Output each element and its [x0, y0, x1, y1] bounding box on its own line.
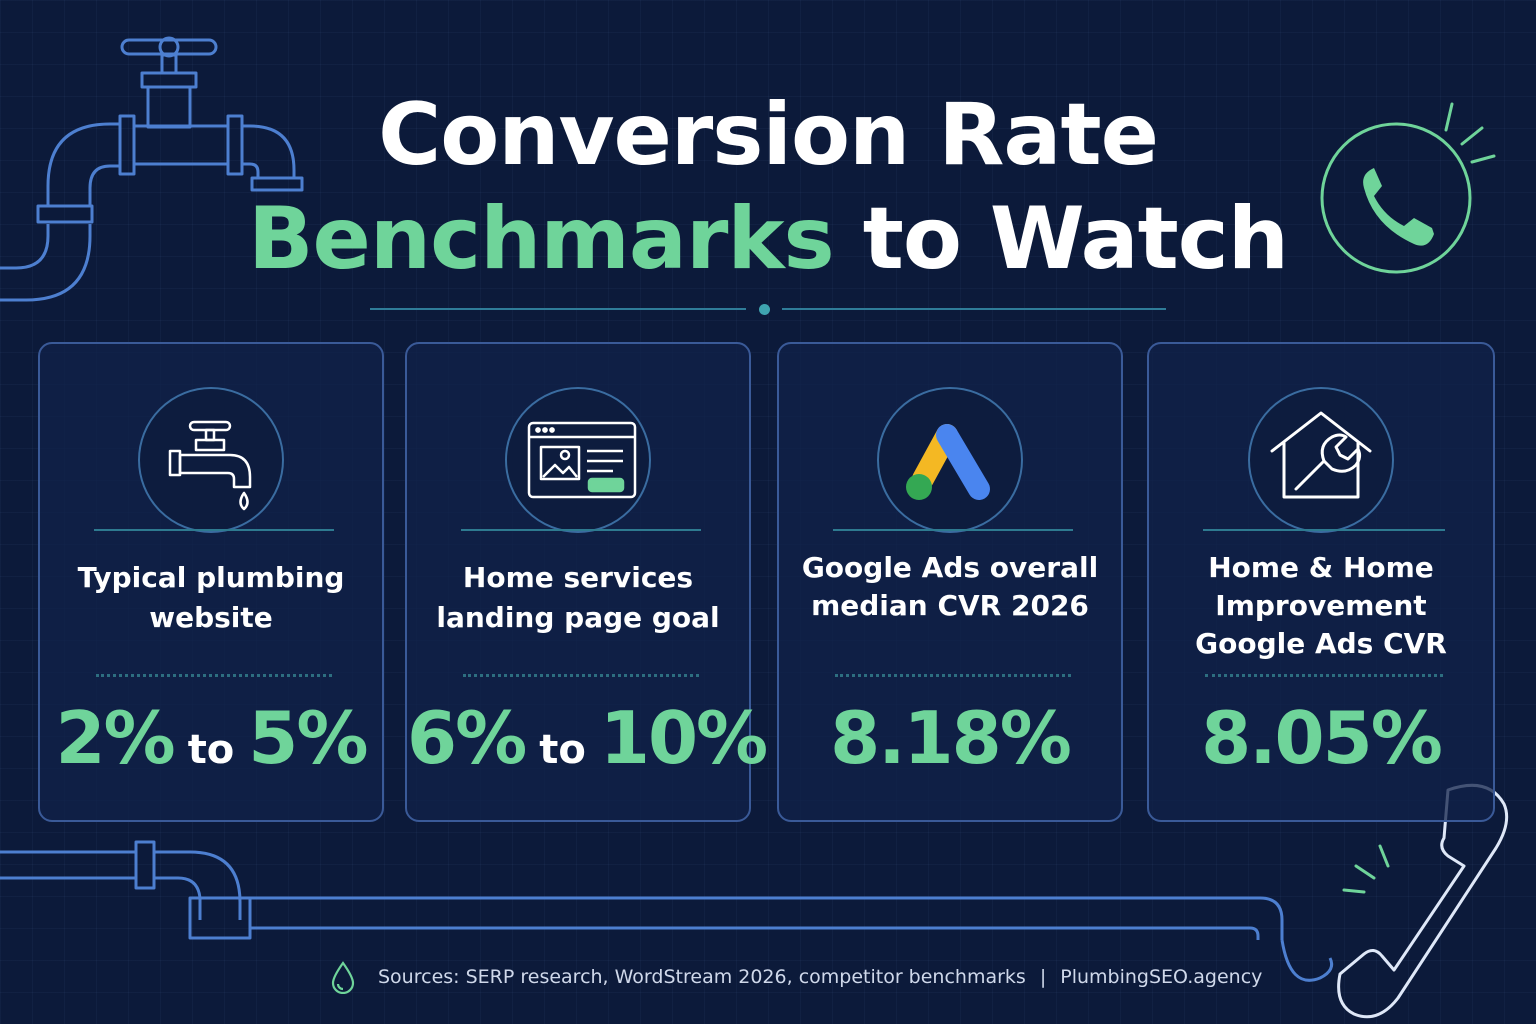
benchmark-card-google-ads: Google Ads overall median CVR 2026 8.18% — [777, 342, 1123, 822]
title-rest: to Watch — [862, 189, 1289, 289]
footer-sources-text: Sources: SERP research, WordStream 2026,… — [378, 966, 1026, 988]
card-value: 8.05% — [1149, 702, 1493, 774]
benchmark-card-landing-page: Home services landing page goal 6% to 10% — [405, 342, 768, 822]
faucet-icon — [138, 387, 284, 533]
value-low: 2% — [55, 696, 175, 780]
landing-page-icon — [505, 387, 651, 533]
card-value: 8.18% — [779, 702, 1121, 774]
value-connector: to — [187, 727, 235, 773]
google-ads-icon — [877, 387, 1023, 533]
value-high: 10% — [599, 696, 768, 780]
benchmark-card-home-improvement: Home & Home Improvement Google Ads CVR 8… — [1147, 342, 1495, 822]
card-label: Home services landing page goal — [436, 561, 720, 634]
benchmark-card-plumbing-website: Typical plumbing website 2% to 5% — [38, 342, 384, 822]
value-low: 6% — [407, 696, 527, 780]
value-connector: to — [539, 727, 586, 773]
page-title-line-2: Benchmarks to Watch — [0, 196, 1536, 282]
value-single: 8.05% — [1201, 696, 1443, 780]
card-label: Home & Home Improvement Google Ads CVR — [1195, 551, 1447, 660]
title-accent: Benchmarks — [248, 189, 835, 289]
home-repair-icon — [1248, 387, 1394, 533]
value-high: 5% — [248, 696, 368, 780]
card-label: Google Ads overall median CVR 2026 — [801, 551, 1099, 622]
footer-sources: Sources: SERP research, WordStream 2026,… — [330, 960, 1262, 994]
card-value: 6% to 10% — [407, 702, 768, 774]
card-label: Typical plumbing website — [77, 561, 345, 634]
footer-brand: PlumbingSEO.agency — [1060, 966, 1263, 988]
page-title-line-1: Conversion Rate — [378, 85, 1159, 185]
title-divider — [370, 300, 1166, 320]
value-single: 8.18% — [830, 696, 1072, 780]
footer-separator: | — [1039, 966, 1047, 988]
card-value: 2% to 5% — [40, 702, 382, 774]
water-drop-icon — [331, 961, 355, 994]
